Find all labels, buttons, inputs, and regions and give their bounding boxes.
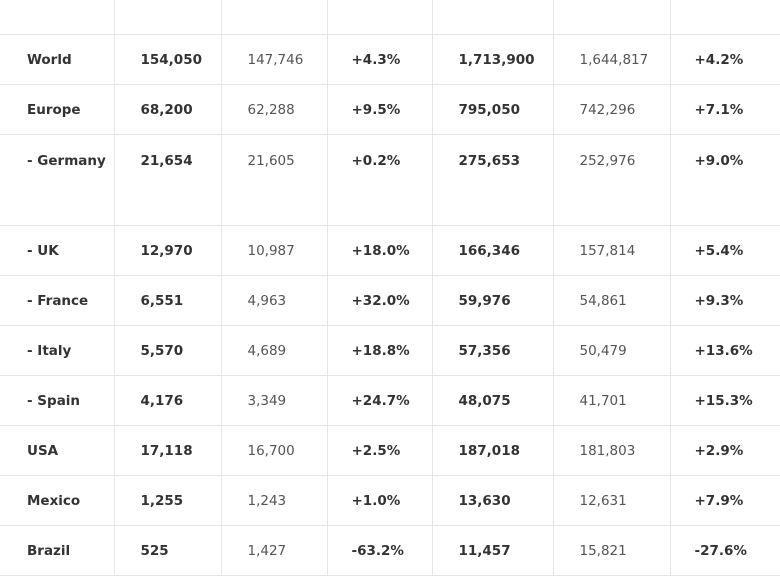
- value-cell: 1,644,817: [553, 34, 671, 85]
- value-cell: 187,018: [432, 425, 554, 476]
- table-row: USA 17,118 16,700 +2.5% 187,018 181,803 …: [0, 425, 780, 476]
- change-cell: +4.2%: [670, 34, 780, 85]
- value-cell: 10,987: [221, 225, 328, 276]
- value-cell: 147,746: [221, 34, 328, 85]
- value-cell: 11,457: [432, 525, 554, 576]
- value-cell: 15,821: [553, 525, 671, 576]
- change-cell: +13.6%: [670, 325, 780, 376]
- value-cell: 1,243: [221, 475, 328, 526]
- change-cell: +4.3%: [327, 34, 433, 85]
- region-cell: - Spain: [0, 375, 115, 426]
- value-cell: 742,296: [553, 84, 671, 135]
- change-cell: +15.3%: [670, 375, 780, 426]
- value-cell: 166,346: [432, 225, 554, 276]
- value-cell: 525: [114, 525, 222, 576]
- value-cell: 5,570: [114, 325, 222, 376]
- value-cell: 275,653: [432, 134, 554, 226]
- change-cell: +1.0%: [327, 475, 433, 526]
- value-cell: 4,689: [221, 325, 328, 376]
- value-cell: 68,200: [114, 84, 222, 135]
- value-cell: 1,255: [114, 475, 222, 526]
- change-cell: +9.3%: [670, 275, 780, 326]
- value-cell: 157,814: [553, 225, 671, 276]
- value-cell: 50,479: [553, 325, 671, 376]
- value-cell: 59,976: [432, 275, 554, 326]
- region-cell: - Germany: [0, 134, 115, 226]
- table-header-row: 2015 2015: [0, 0, 780, 35]
- header-cell-4: [432, 0, 554, 35]
- change-cell: +7.9%: [670, 475, 780, 526]
- header-cell-1: [114, 0, 222, 35]
- value-cell: 1,713,900: [432, 34, 554, 85]
- value-cell: 6,551: [114, 275, 222, 326]
- table-row: Europe 68,200 62,288 +9.5% 795,050 742,2…: [0, 84, 780, 135]
- header-cell-change-monthly: 2015: [327, 0, 433, 35]
- value-cell: 21,605: [221, 134, 328, 226]
- value-cell: 154,050: [114, 34, 222, 85]
- value-cell: 3,349: [221, 375, 328, 426]
- change-cell: +5.4%: [670, 225, 780, 276]
- region-cell: - Italy: [0, 325, 115, 376]
- value-cell: 4,963: [221, 275, 328, 326]
- value-cell: 57,356: [432, 325, 554, 376]
- value-cell: 12,631: [553, 475, 671, 526]
- table-row: - Spain 4,176 3,349 +24.7% 48,075 41,701…: [0, 375, 780, 426]
- change-cell: +24.7%: [327, 375, 433, 426]
- value-cell: 21,654: [114, 134, 222, 226]
- change-cell: -63.2%: [327, 525, 433, 576]
- table-row: World 154,050 147,746 +4.3% 1,713,900 1,…: [0, 34, 780, 85]
- value-cell: 48,075: [432, 375, 554, 426]
- change-cell: +32.0%: [327, 275, 433, 326]
- value-cell: 252,976: [553, 134, 671, 226]
- header-cell-region: [0, 0, 115, 35]
- value-cell: 181,803: [553, 425, 671, 476]
- change-cell: +18.8%: [327, 325, 433, 376]
- header-cell-change-ytd: 2015: [670, 0, 780, 35]
- table-row: - Italy 5,570 4,689 +18.8% 57,356 50,479…: [0, 325, 780, 376]
- value-cell: 1,427: [221, 525, 328, 576]
- region-cell: Mexico: [0, 475, 115, 526]
- value-cell: 17,118: [114, 425, 222, 476]
- table-row: - UK 12,970 10,987 +18.0% 166,346 157,81…: [0, 225, 780, 276]
- change-cell: +9.5%: [327, 84, 433, 135]
- change-cell: +9.0%: [670, 134, 780, 226]
- table-row: - France 6,551 4,963 +32.0% 59,976 54,86…: [0, 275, 780, 326]
- value-cell: 13,630: [432, 475, 554, 526]
- header-cell-5: [553, 0, 671, 35]
- table-row: Brazil 525 1,427 -63.2% 11,457 15,821 -2…: [0, 525, 780, 576]
- region-cell: World: [0, 34, 115, 85]
- change-cell: +2.5%: [327, 425, 433, 476]
- value-cell: 41,701: [553, 375, 671, 426]
- change-cell: +2.9%: [670, 425, 780, 476]
- change-cell: +0.2%: [327, 134, 433, 226]
- table-row: Mexico 1,255 1,243 +1.0% 13,630 12,631 +…: [0, 475, 780, 526]
- region-cell: - France: [0, 275, 115, 326]
- change-cell: +7.1%: [670, 84, 780, 135]
- change-cell: +18.0%: [327, 225, 433, 276]
- change-cell: -27.6%: [670, 525, 780, 576]
- region-cell: USA: [0, 425, 115, 476]
- value-cell: 795,050: [432, 84, 554, 135]
- table-row: - Germany 21,654 21,605 +0.2% 275,653 25…: [0, 134, 780, 226]
- value-cell: 16,700: [221, 425, 328, 476]
- region-cell: Brazil: [0, 525, 115, 576]
- value-cell: 62,288: [221, 84, 328, 135]
- value-cell: 54,861: [553, 275, 671, 326]
- value-cell: 12,970: [114, 225, 222, 276]
- value-cell: 4,176: [114, 375, 222, 426]
- header-cell-2: [221, 0, 328, 35]
- region-cell: Europe: [0, 84, 115, 135]
- region-cell: - UK: [0, 225, 115, 276]
